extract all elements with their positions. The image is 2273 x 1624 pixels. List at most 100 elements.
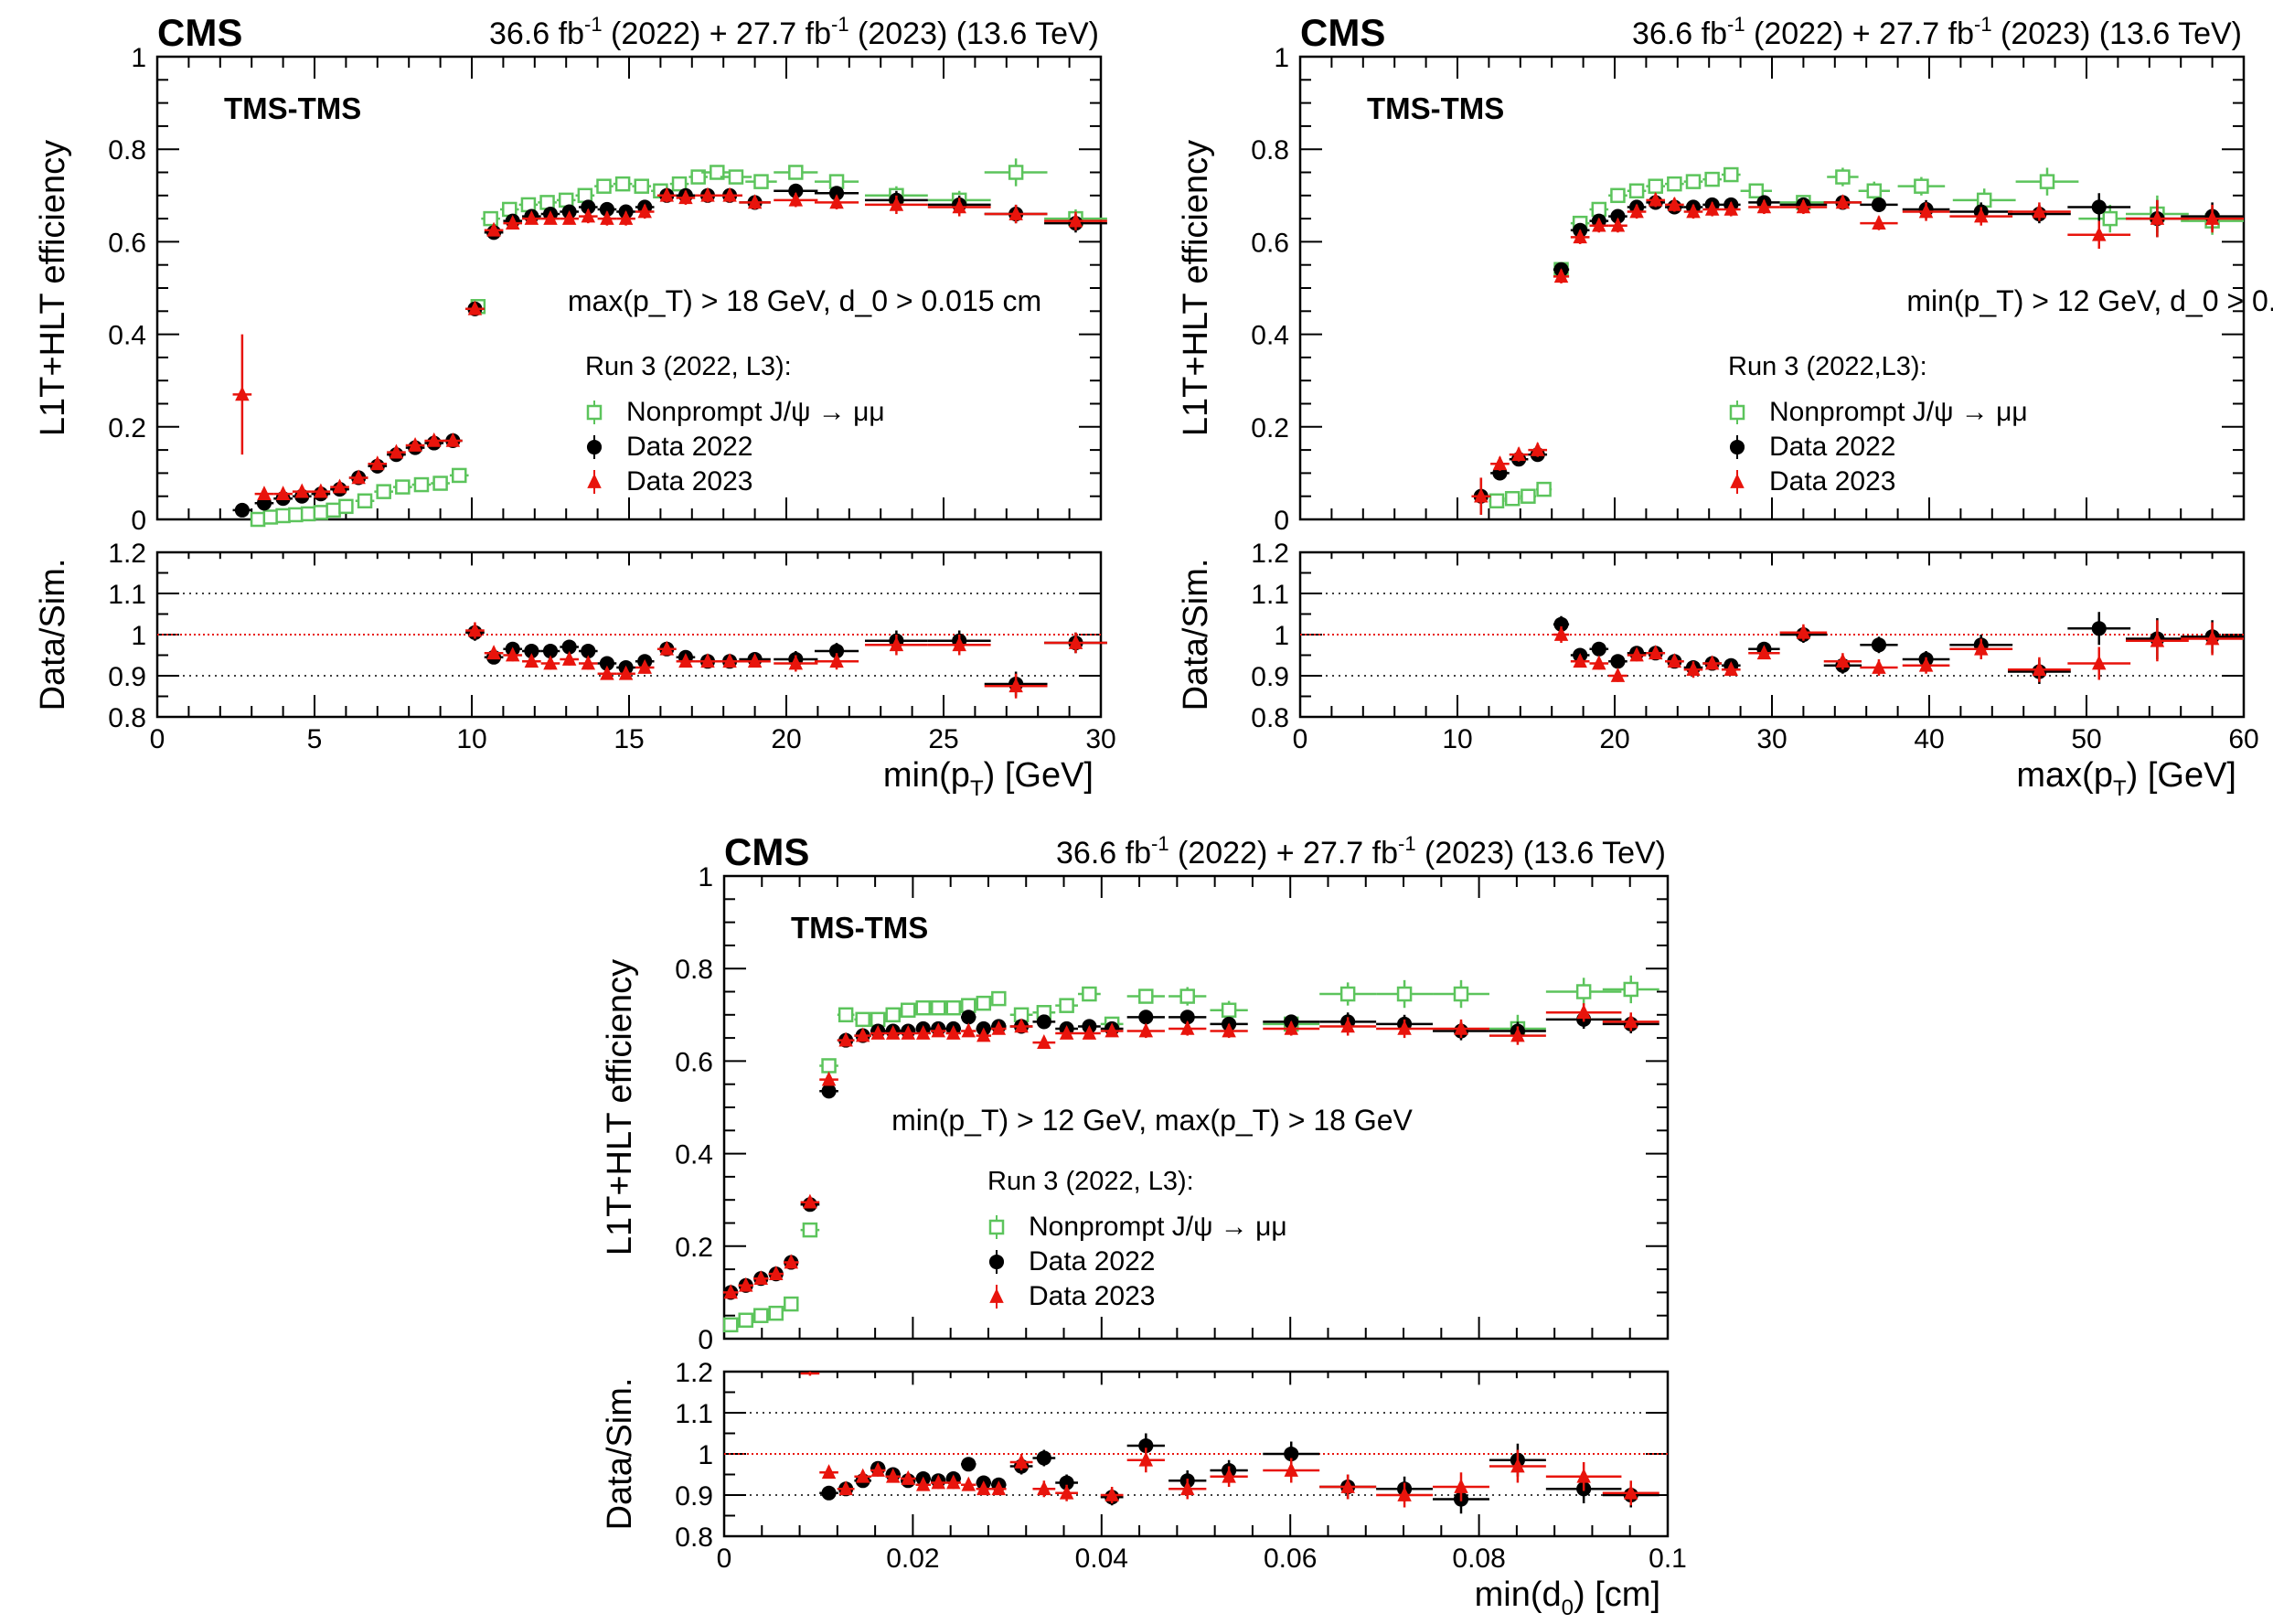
series-sim-point (774, 165, 818, 180)
ratio-data-2023-point (717, 653, 742, 668)
chart-min-d0: CMS 36.6 fb-1 (2022) + 27.7 fb-1 (2023) (… (601, 830, 1687, 1620)
series-data-2023-point (1823, 194, 1862, 209)
channel-label: TMS-TMS (791, 911, 928, 945)
y-tick-label: 0 (698, 1325, 713, 1355)
series-sim-point (1319, 982, 1377, 1006)
series-data-2023-point (991, 1020, 1007, 1035)
ratio-data-2023-point (1902, 657, 1950, 674)
ratio-y-tick-label: 1.1 (1251, 580, 1289, 610)
series-sim-point (1126, 988, 1165, 1004)
ratio-data-2023-point (961, 1476, 976, 1491)
series-data-2023-point (1949, 207, 2013, 226)
cms-label: CMS (724, 830, 809, 873)
series-data-2023-point (739, 194, 771, 209)
series-data-2023-point (1471, 477, 1491, 515)
x-tick-label: 10 (456, 724, 486, 754)
y-tick-label: 0.2 (108, 413, 146, 443)
series-data-2023-point (900, 1024, 916, 1040)
x-tick-label: 20 (771, 724, 801, 754)
series-data-2023-point (503, 215, 523, 230)
x-tick-label: 0 (150, 724, 165, 754)
series-sim-point (313, 505, 329, 520)
series-sim-point (701, 165, 733, 180)
y-tick-label: 0.4 (1251, 321, 1289, 351)
series-data-2023-point (752, 1270, 769, 1286)
y-tick-label: 1 (131, 43, 146, 73)
ratio-y-tick-label: 1.1 (108, 580, 146, 610)
ratio-data-2023-point (1665, 653, 1684, 668)
ratio-data-2023-point (854, 1468, 871, 1483)
ratio-data-2023-point (2067, 646, 2131, 680)
series-sim-point (900, 1002, 916, 1018)
series-data-2023-point (1608, 217, 1627, 233)
series-data-2022-point (597, 201, 617, 218)
luminosity-part: -1 (1974, 13, 1992, 36)
series-sim-point (1683, 174, 1703, 189)
series-data-2023-point (915, 1024, 932, 1040)
series-sim-point (961, 998, 976, 1013)
y-tick-label: 0.8 (675, 955, 713, 985)
legend-item-sim: Nonprompt J/ψ → μμ (626, 397, 885, 427)
series-data-2023-point (1032, 1034, 1056, 1049)
series-data-2023-point (368, 455, 388, 471)
luminosity-part: (2023) (13.6 TeV) (1416, 836, 1666, 871)
channel-label: TMS-TMS (1367, 91, 1504, 125)
x-tick-label: 60 (2228, 724, 2258, 754)
ratio-data-2023-point (1721, 661, 1741, 677)
ratio-data-2023-point (1683, 661, 1703, 678)
series-data-2023-point (1100, 1022, 1124, 1038)
series-data-2023-point (784, 1254, 799, 1269)
panel-min-d0: CMS 36.6 fb-1 (2022) + 27.7 fb-1 (2023) (… (567, 819, 1701, 1624)
series-sim-point (594, 178, 614, 194)
series-data-2023-point (522, 210, 541, 225)
series-data-2023-point (931, 1022, 946, 1038)
series-data-2023-point (348, 469, 368, 485)
series-data-2023-point (616, 210, 635, 226)
y-axis-title: L1T+HLT efficiency (601, 959, 639, 1255)
series-sim-point (1489, 493, 1505, 509)
series-sim-point (1702, 171, 1722, 187)
ratio-data-2022-point (1126, 1433, 1165, 1458)
x-axis-title: min(d0) [cm] (1475, 1576, 1660, 1620)
series-data-2023-point (465, 300, 485, 315)
series-sim-point (1009, 1007, 1033, 1023)
ratio-data-2023-point (984, 673, 1048, 699)
ratio-data-2023-point (1100, 1486, 1124, 1503)
series-data-2023-point (961, 1022, 976, 1038)
luminosity-part: -1 (1398, 832, 1416, 855)
series-sim-point (1078, 986, 1101, 1002)
ratio-data-2022-point (1860, 636, 1898, 654)
ratio-data-2022-point (1263, 1441, 1320, 1467)
series-sim-point (984, 158, 1048, 187)
ratio-data-2023-point (991, 1480, 1007, 1496)
series-data-2023-point (676, 189, 696, 205)
series-data-2023-point (232, 334, 252, 455)
selection-cut-label: min(p_T) > 12 GeV, d_0 > 0.015 cm (1906, 284, 2273, 317)
series-sim-point (738, 1312, 753, 1329)
series-data-2023-point (984, 204, 1048, 224)
legend-item-sim: Nonprompt J/ψ → μμ (1029, 1212, 1287, 1242)
x-axis-title-tail: ) [GeV] (984, 756, 1094, 795)
legend-item-data-2022: Data 2022 (626, 432, 752, 462)
series-data-2023-point (597, 210, 617, 226)
x-tick-label: 0 (1293, 724, 1308, 754)
series-data-2023-point (738, 1277, 753, 1292)
series-data-2023-point (819, 1071, 838, 1086)
ratio-data-2022-point (1589, 641, 1609, 657)
series-data-2023-point (768, 1266, 784, 1280)
ratio-y-tick-label: 1.2 (108, 539, 146, 569)
series-data-2023-point (424, 432, 444, 447)
x-tick-label: 15 (614, 724, 644, 754)
y-tick-label: 0.6 (1251, 228, 1289, 258)
series-sim-point (518, 197, 539, 213)
series-data-2023-point (945, 1024, 962, 1040)
series-data-2023-point (1509, 446, 1529, 462)
ratio-data-2023-point (1702, 655, 1722, 670)
series-sim-point (250, 511, 266, 528)
ratio-data-2023-point (885, 1468, 901, 1483)
series-data-2022-point (961, 1010, 976, 1025)
series-data-2023-point (1665, 196, 1684, 212)
chart-max-pt: CMS 36.6 fb-1 (2022) + 27.7 fb-1 (2023) (… (1177, 11, 2273, 801)
ratio-data-2023-point (1169, 1479, 1207, 1500)
series-sim-point (355, 493, 375, 509)
